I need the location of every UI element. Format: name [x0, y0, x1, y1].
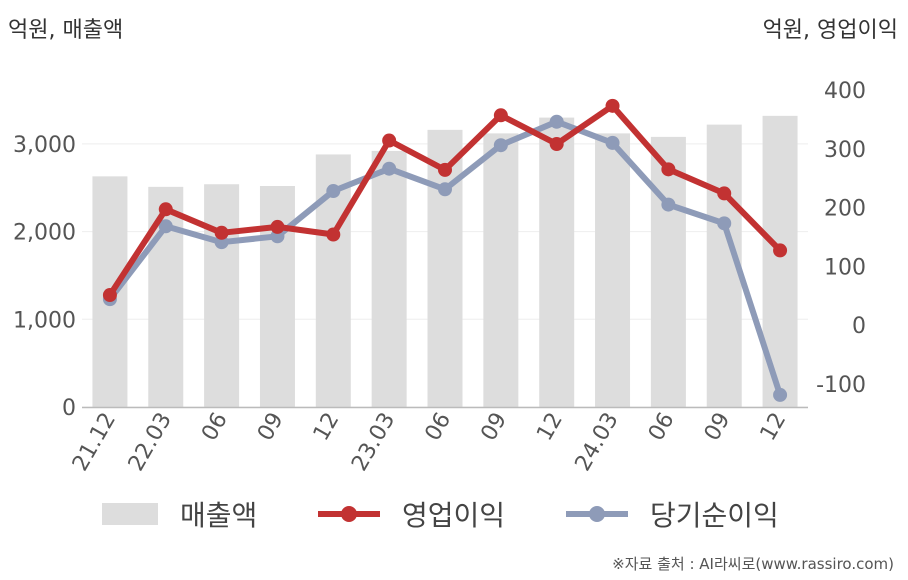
right-axis-ticks: -100 0 100 200 300 400: [816, 79, 866, 398]
net-income-point: [549, 114, 564, 129]
legend-swatch-operating-profit: [318, 503, 380, 525]
x-tick-label: 12: [756, 409, 792, 446]
operating-profit-point: [382, 133, 397, 148]
left-axis-unit-label: 억원, 매출액: [8, 18, 124, 43]
x-tick-label: 24.03: [571, 409, 624, 476]
operating-profit-point: [158, 202, 173, 217]
x-tick-label: 23.03: [347, 409, 400, 476]
right-tick-label: 300: [824, 138, 866, 163]
operating-profit-point: [549, 137, 564, 152]
left-tick-label: 1,000: [13, 308, 76, 333]
revenue-bars: [92, 115, 798, 408]
legend-label-revenue: 매출액: [180, 499, 258, 532]
operating-profit-point: [773, 243, 788, 258]
net-income-point: [717, 216, 732, 231]
operating-profit-point: [717, 186, 732, 201]
x-tick-label: 09: [476, 409, 512, 446]
x-tick-label: 06: [644, 409, 680, 446]
x-tick-label: 22.03: [124, 409, 177, 476]
x-tick-label: 09: [700, 409, 736, 446]
legend-label-operating-profit: 영업이익: [402, 499, 506, 532]
operating-profit-point: [438, 162, 452, 177]
left-tick-label: 2,000: [13, 221, 76, 246]
net-income-point: [493, 138, 508, 153]
net-income-point: [382, 161, 397, 176]
revenue-bar: [539, 117, 575, 407]
operating-profit-point: [270, 219, 285, 234]
net-income-point: [158, 219, 173, 234]
right-tick-label: 100: [824, 255, 866, 280]
legend-swatch-revenue: [102, 503, 158, 525]
chart-legend: 매출액 영업이익 당기순이익: [0, 492, 908, 536]
net-income-point: [773, 387, 788, 402]
x-axis-ticks: 21.12 22.03 06 09 12 23.03 06 09 12 24.03 06 09 12: [68, 409, 791, 476]
x-tick-label: 09: [253, 409, 289, 446]
operating-profit-point: [493, 108, 508, 123]
operating-profit-point: [326, 227, 341, 242]
x-tick-label: 12: [309, 409, 345, 446]
source-note: ※자료 출처 : AI라씨로(www.rassiro.com): [612, 555, 894, 573]
right-tick-label: 400: [824, 79, 866, 104]
legend-label-net-income: 당기순이익: [650, 499, 779, 532]
right-axis-unit-label: 억원, 영업이익: [762, 18, 898, 43]
right-tick-label: 200: [824, 197, 866, 222]
revenue-bar: [204, 184, 240, 407]
revenue-bar: [650, 136, 686, 407]
operating-profit-point: [661, 162, 676, 177]
profit-lines: [102, 98, 788, 402]
left-tick-label: 3,000: [13, 133, 76, 158]
revenue-bar: [259, 185, 295, 407]
legend-swatch-net-income: [566, 503, 628, 525]
revenue-bar: [371, 150, 407, 407]
legend-item-revenue: 매출액: [102, 492, 257, 536]
net-income-point: [438, 182, 452, 197]
net-income-point: [605, 135, 620, 150]
x-tick-label: 06: [421, 409, 457, 446]
legend-item-net-income: 당기순이익: [566, 492, 779, 536]
net-income-point: [661, 197, 676, 212]
operating-profit-point: [102, 288, 117, 303]
operating-profit-point: [605, 98, 620, 113]
operating-profit-point: [214, 225, 229, 240]
left-tick-label: 0: [62, 396, 76, 421]
revenue-bar: [483, 133, 519, 407]
x-tick-label: 06: [197, 409, 233, 446]
right-tick-label: 0: [852, 314, 866, 339]
right-tick-label: -100: [816, 373, 866, 398]
x-tick-label: 12: [532, 409, 568, 446]
left-axis-ticks: 0 1,000 2,000 3,000: [13, 133, 76, 421]
net-income-point: [326, 184, 341, 199]
revenue-bar: [595, 133, 631, 407]
legend-item-operating-profit: 영업이익: [318, 492, 505, 536]
